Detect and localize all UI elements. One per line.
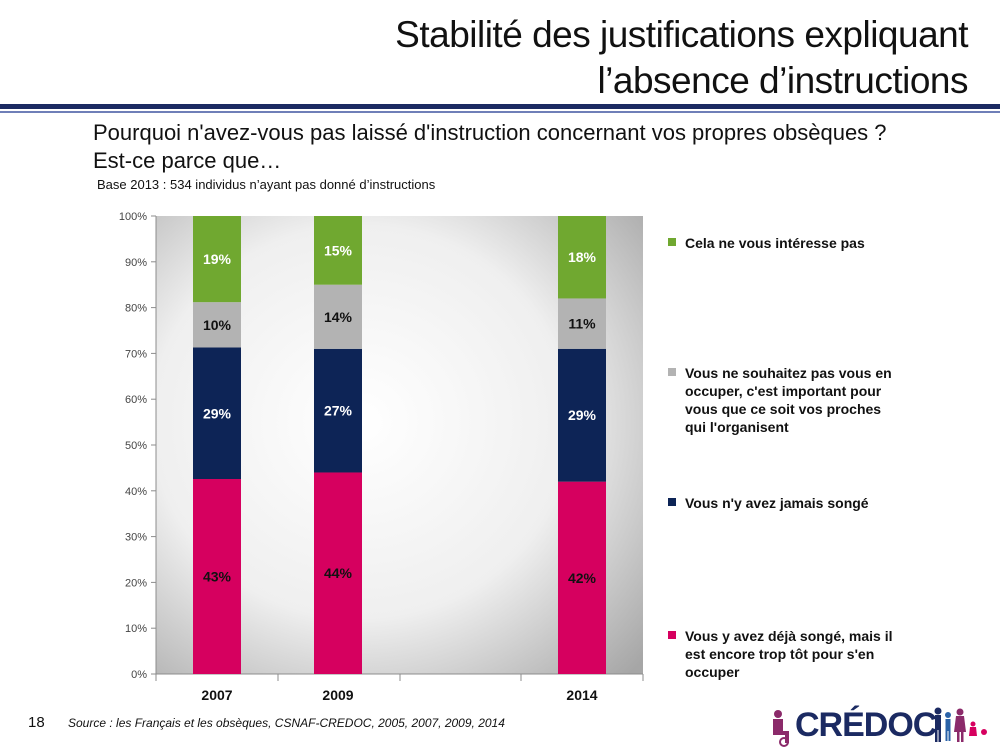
bar-segment bbox=[193, 347, 241, 480]
y-tick-label: 0% bbox=[131, 669, 147, 681]
data-label: 29% bbox=[203, 405, 232, 421]
y-tick-label: 40% bbox=[125, 486, 147, 498]
data-label: 14% bbox=[324, 309, 353, 325]
y-tick-label: 80% bbox=[125, 303, 147, 315]
y-tick-label: 90% bbox=[125, 257, 147, 269]
source-note: Source : les Français et les obsèques, C… bbox=[68, 716, 505, 730]
slide-title: Stabilité des justifications expliquant … bbox=[268, 12, 968, 104]
legend-item: Vous n'y avez jamais songé bbox=[668, 494, 905, 512]
y-tick-label: 30% bbox=[125, 532, 147, 544]
bar-segment bbox=[314, 216, 362, 285]
bar-segment bbox=[193, 216, 241, 303]
legend-label: Cela ne vous intéresse pas bbox=[685, 235, 865, 251]
slide-title-line-2: l’absence d’instructions bbox=[597, 60, 968, 101]
base-note: Base 2013 : 534 individus n’ayant pas do… bbox=[97, 177, 436, 192]
page-number: 18 bbox=[28, 714, 45, 731]
data-label: 11% bbox=[568, 316, 596, 332]
data-label: 42% bbox=[568, 570, 597, 586]
legend-item: Cela ne vous intéresse pas bbox=[668, 234, 905, 252]
logo-figures-icon bbox=[773, 707, 987, 747]
y-tick-label: 100% bbox=[119, 211, 147, 223]
x-tick-label: 2009 bbox=[322, 687, 353, 703]
legend-swatch bbox=[668, 631, 676, 639]
legend-label: Vous n'y avez jamais songé bbox=[685, 495, 869, 511]
data-label: 15% bbox=[324, 242, 353, 258]
bar-segment bbox=[314, 472, 362, 674]
logo-wordmark: CRÉDOC bbox=[795, 706, 937, 744]
survey-question: Pourquoi n'avez-vous pas laissé d'instru… bbox=[93, 120, 887, 173]
data-label: 29% bbox=[568, 407, 597, 423]
data-label: 44% bbox=[324, 565, 353, 581]
slide-title-line-1: Stabilité des justifications expliquant bbox=[395, 14, 968, 55]
legend-item: Vous ne souhaitez pas vous en occuper, c… bbox=[668, 364, 905, 436]
bar-segment bbox=[193, 302, 241, 348]
data-label: 19% bbox=[203, 251, 232, 267]
title-divider-accent bbox=[0, 111, 1000, 113]
legend-label: Vous ne souhaitez pas vous en occuper, c… bbox=[685, 365, 892, 435]
legend-swatch bbox=[668, 238, 676, 246]
x-tick-label: 2007 bbox=[201, 687, 232, 703]
bar-segment bbox=[558, 216, 606, 299]
bar-segment bbox=[558, 348, 606, 482]
bar-segment bbox=[558, 298, 606, 349]
legend-label: Vous y avez déjà songé, mais il est enco… bbox=[685, 628, 893, 680]
title-divider bbox=[0, 104, 1000, 109]
data-label: 10% bbox=[203, 317, 232, 333]
bar-segment bbox=[314, 348, 362, 473]
y-tick-label: 10% bbox=[125, 623, 147, 635]
credoc-logo: CRÉDOC bbox=[764, 702, 1000, 748]
y-tick-label: 50% bbox=[125, 440, 147, 452]
y-tick-label: 20% bbox=[125, 577, 147, 589]
x-tick-label: 2014 bbox=[566, 687, 597, 703]
stacked-bar-chart: 0% 10% 20% 30% 40% 50% 60% 70% 80% 90% 100% 2007 200… bbox=[119, 211, 644, 703]
bar-segment bbox=[558, 481, 606, 674]
bar-segment bbox=[193, 479, 241, 674]
bar-segment bbox=[314, 284, 362, 349]
data-label: 18% bbox=[568, 249, 597, 265]
y-tick-label: 70% bbox=[125, 348, 147, 360]
y-tick-label: 60% bbox=[125, 394, 147, 406]
data-label: 43% bbox=[203, 569, 232, 585]
legend-swatch bbox=[668, 368, 676, 376]
data-label: 27% bbox=[324, 403, 353, 419]
legend-item: Vous y avez déjà songé, mais il est enco… bbox=[668, 627, 905, 681]
legend-swatch bbox=[668, 498, 676, 506]
